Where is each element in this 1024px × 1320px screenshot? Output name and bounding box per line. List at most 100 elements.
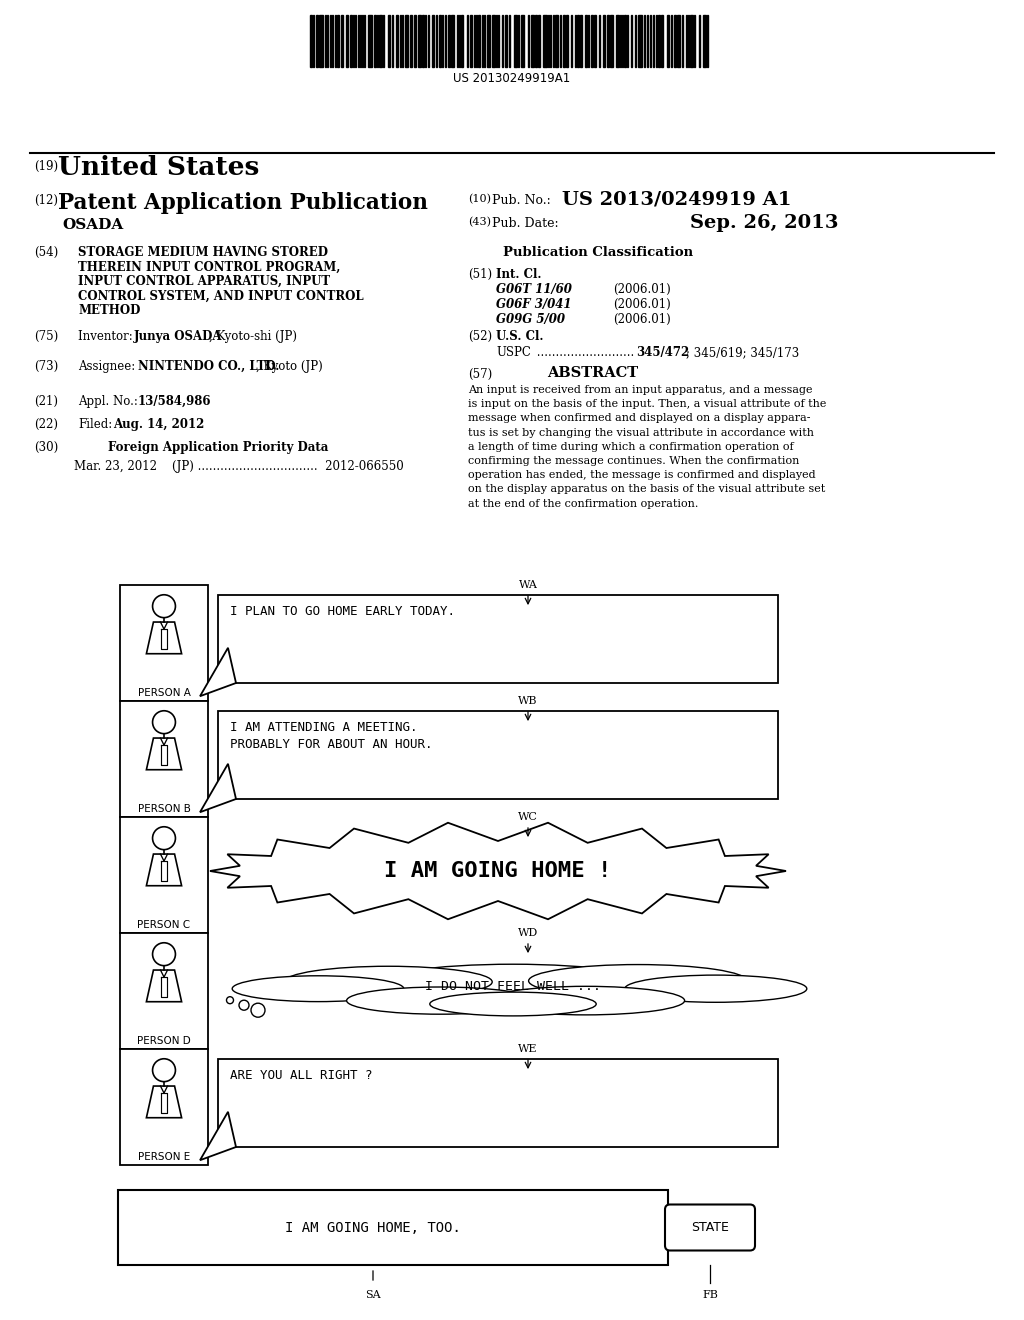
Text: , Kyoto (JP): , Kyoto (JP)	[256, 360, 323, 374]
Text: (30): (30)	[34, 441, 58, 454]
Bar	[379, 15, 382, 67]
Bar	[449, 15, 450, 67]
Text: INPUT CONTROL APPARATUS, INPUT: INPUT CONTROL APPARATUS, INPUT	[78, 275, 330, 288]
Text: OSADA: OSADA	[62, 218, 123, 232]
Bar	[310, 15, 312, 67]
Text: WB: WB	[518, 696, 538, 706]
Text: US 20130249919A1: US 20130249919A1	[454, 73, 570, 84]
Bar	[120, 1049, 208, 1166]
Bar	[396, 15, 398, 67]
Text: SA: SA	[366, 1290, 381, 1300]
Text: Mar. 23, 2012    (JP) ................................  2012-066550: Mar. 23, 2012 (JP) .....................…	[74, 459, 403, 473]
Bar	[410, 15, 412, 67]
Bar	[337, 15, 339, 67]
Text: a length of time during which a confirmation operation of: a length of time during which a confirma…	[468, 442, 794, 451]
Bar	[218, 595, 778, 682]
Ellipse shape	[487, 986, 685, 1015]
Text: USPC: USPC	[496, 346, 530, 359]
Circle shape	[251, 1003, 265, 1018]
Text: PERSON C: PERSON C	[137, 920, 190, 931]
Ellipse shape	[232, 975, 403, 1002]
Text: METHOD: METHOD	[78, 304, 140, 317]
Text: PERSON D: PERSON D	[137, 1036, 190, 1045]
Bar	[563, 15, 565, 67]
Text: , Kyoto-shi (JP): , Kyoto-shi (JP)	[209, 330, 297, 343]
Bar	[566, 15, 568, 67]
Text: An input is received from an input apparatus, and a message: An input is received from an input appar…	[468, 385, 812, 395]
Text: (43): (43)	[468, 216, 490, 227]
Bar	[531, 15, 534, 67]
Bar	[439, 15, 441, 67]
Text: Junya OSADA: Junya OSADA	[134, 330, 222, 343]
Bar	[674, 15, 676, 67]
Text: (73): (73)	[34, 360, 58, 374]
Bar	[432, 15, 434, 67]
Bar	[492, 15, 495, 67]
Bar	[667, 15, 669, 67]
Bar	[535, 15, 537, 67]
Text: (10): (10)	[468, 194, 490, 205]
Text: Int. Cl.: Int. Cl.	[496, 268, 542, 281]
Bar	[677, 15, 680, 67]
Bar	[703, 15, 706, 67]
Text: (21): (21)	[34, 395, 58, 408]
Text: Foreign Application Priority Data: Foreign Application Priority Data	[108, 441, 329, 454]
Ellipse shape	[370, 964, 656, 1006]
Bar	[346, 15, 348, 67]
Text: I AM GOING HOME !: I AM GOING HOME !	[384, 861, 611, 880]
Bar	[406, 15, 408, 67]
Text: (54): (54)	[34, 246, 58, 259]
Bar	[414, 15, 416, 67]
Ellipse shape	[430, 993, 596, 1016]
Ellipse shape	[528, 965, 746, 997]
Bar	[521, 15, 524, 67]
Bar	[638, 15, 642, 67]
Bar	[514, 15, 517, 67]
Text: is input on the basis of the input. Then, a visual attribute of the: is input on the basis of the input. Then…	[468, 399, 826, 409]
Text: Publication Classification: Publication Classification	[503, 246, 693, 259]
Text: ..........................: ..........................	[534, 346, 634, 359]
Text: STATE: STATE	[691, 1221, 729, 1234]
Bar	[319, 15, 323, 67]
Bar	[585, 15, 587, 67]
Text: (57): (57)	[468, 368, 493, 381]
Bar	[538, 15, 540, 67]
Bar	[451, 15, 454, 67]
Text: message when confirmed and displayed on a display appara-: message when confirmed and displayed on …	[468, 413, 811, 424]
Bar	[658, 15, 660, 67]
Bar	[316, 15, 318, 67]
Text: Aug. 14, 2012: Aug. 14, 2012	[113, 418, 205, 432]
Bar	[368, 15, 372, 67]
Bar	[120, 933, 208, 1049]
Text: (22): (22)	[34, 418, 58, 432]
Text: NINTENDO CO., LTD.: NINTENDO CO., LTD.	[138, 360, 280, 374]
Text: PERSON A: PERSON A	[137, 688, 190, 698]
Text: I DO NOT FEEL WELL ...: I DO NOT FEEL WELL ...	[425, 981, 601, 994]
Circle shape	[239, 1001, 249, 1010]
Text: Pub. No.:: Pub. No.:	[492, 194, 551, 207]
Ellipse shape	[625, 975, 807, 1002]
Bar	[388, 15, 390, 67]
Bar	[418, 15, 421, 67]
Text: 345/472: 345/472	[636, 346, 689, 359]
Ellipse shape	[285, 966, 493, 998]
Bar	[218, 1059, 778, 1147]
Text: WE: WE	[518, 1044, 538, 1053]
Text: (51): (51)	[468, 268, 493, 281]
Text: STORAGE MEDIUM HAVING STORED: STORAGE MEDIUM HAVING STORED	[78, 246, 328, 259]
Text: at the end of the confirmation operation.: at the end of the confirmation operation…	[468, 499, 698, 508]
Circle shape	[226, 997, 233, 1003]
FancyBboxPatch shape	[665, 1204, 755, 1250]
Bar	[341, 15, 343, 67]
Bar	[616, 15, 618, 67]
Text: (52): (52)	[468, 330, 493, 343]
Text: confirming the message continues. When the confirmation: confirming the message continues. When t…	[468, 455, 800, 466]
Bar	[577, 15, 579, 67]
Bar	[624, 15, 626, 67]
Bar	[120, 701, 208, 817]
Text: Filed:: Filed:	[78, 418, 113, 432]
Text: G06F 3/041: G06F 3/041	[496, 298, 571, 312]
Text: I AM GOING HOME, TOO.: I AM GOING HOME, TOO.	[285, 1221, 461, 1234]
Text: G06T 11/60: G06T 11/60	[496, 282, 571, 296]
Bar	[607, 15, 609, 67]
